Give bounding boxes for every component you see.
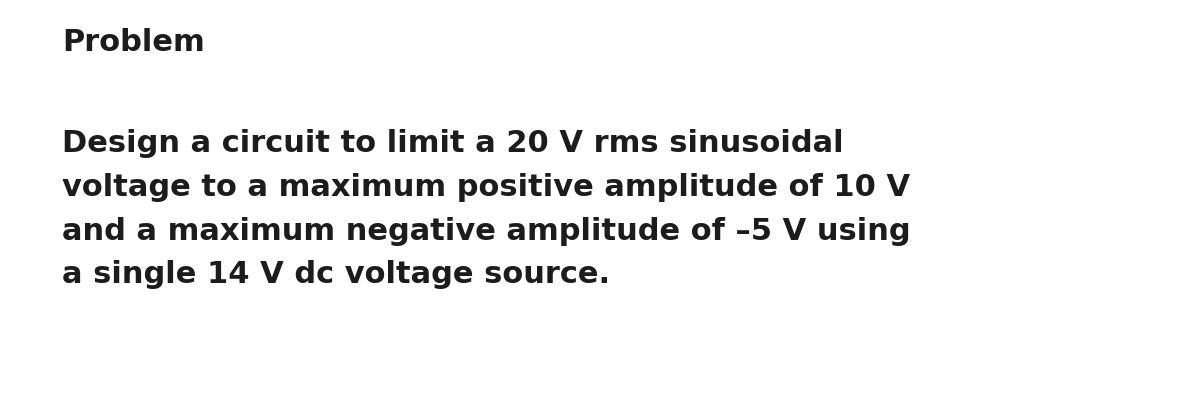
Text: Design a circuit to limit a 20 V rms sinusoidal
voltage to a maximum positive am: Design a circuit to limit a 20 V rms sin…	[62, 128, 911, 289]
Text: Problem: Problem	[62, 28, 205, 57]
